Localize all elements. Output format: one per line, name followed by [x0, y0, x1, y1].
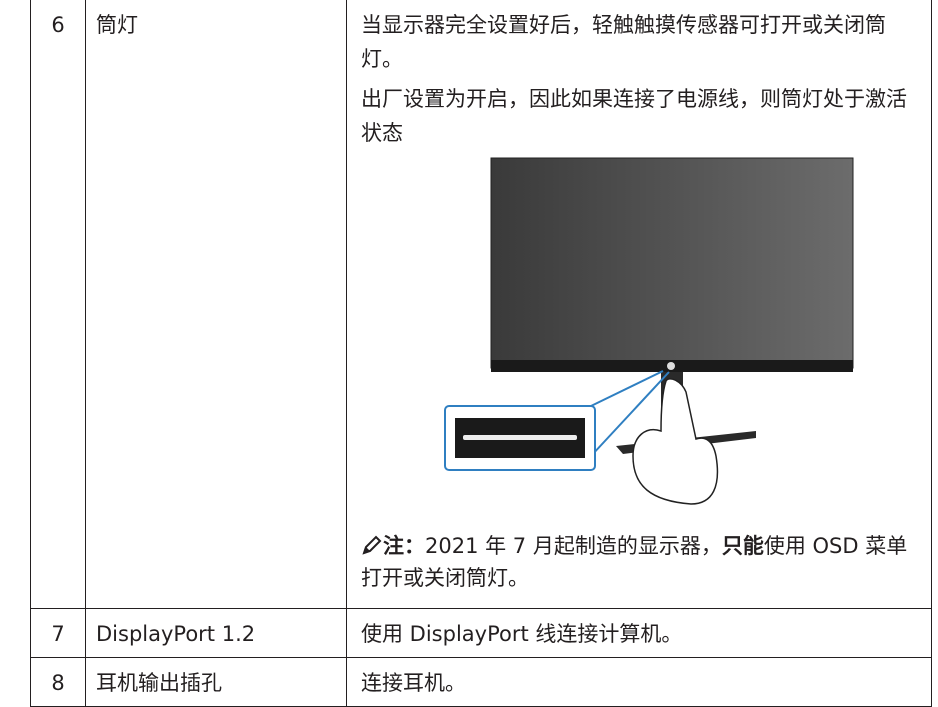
spec-table: 6 筒灯 当显示器完全设置好后，轻触触摸传感器可打开或关闭筒灯。 出厂设置为开启… [30, 0, 932, 707]
cell: 筒灯 [85, 0, 347, 609]
note-label: 注： [383, 534, 425, 558]
feature-name: 耳机输出插孔 [96, 671, 222, 695]
number: 6 [51, 13, 65, 37]
cell: 7 [30, 608, 86, 658]
cell: 6 [30, 0, 86, 609]
feature-name: DisplayPort 1.2 [96, 622, 256, 646]
description: 连接耳机。 [361, 671, 466, 695]
note-icon [362, 535, 382, 555]
number: 8 [51, 671, 65, 695]
note-text: 使用 OSD 菜单打开或关闭筒灯。 [361, 534, 908, 590]
description: 使用 DisplayPort 线连接计算机。 [361, 622, 683, 646]
cell: 使用 DisplayPort 线连接计算机。 [346, 608, 932, 658]
paragraph: 当显示器完全设置好后，轻触触摸传感器可打开或关闭筒灯。 [361, 13, 886, 71]
cell: 耳机输出插孔 [85, 657, 347, 707]
cell: 连接耳机。 [346, 657, 932, 707]
note-text: 2021 年 7 月起制造的显示器， [425, 534, 722, 558]
row: 8 耳机输出插孔 连接耳机。 [30, 657, 932, 707]
cell: DisplayPort 1.2 [85, 608, 347, 658]
row: 7 DisplayPort 1.2 使用 DisplayPort 线连接计算机。 [30, 608, 932, 658]
row: 6 筒灯 当显示器完全设置好后，轻触触摸传感器可打开或关闭筒灯。 出厂设置为开启… [30, 0, 932, 609]
cell: 8 [30, 657, 86, 707]
feature-name: 筒灯 [96, 13, 138, 37]
cell: 当显示器完全设置好后，轻触触摸传感器可打开或关闭筒灯。 出厂设置为开启，因此如果… [346, 0, 932, 609]
number: 7 [51, 622, 65, 646]
note-emphasis: 只能 [721, 534, 764, 558]
note: 注：2021 年 7 月起制造的显示器，只能使用 OSD 菜单打开或关闭筒灯。 [361, 530, 921, 594]
monitor-illustration [444, 157, 854, 505]
paragraph: 出厂设置为开启，因此如果连接了电源线，则筒灯处于激活状态 [361, 87, 907, 145]
